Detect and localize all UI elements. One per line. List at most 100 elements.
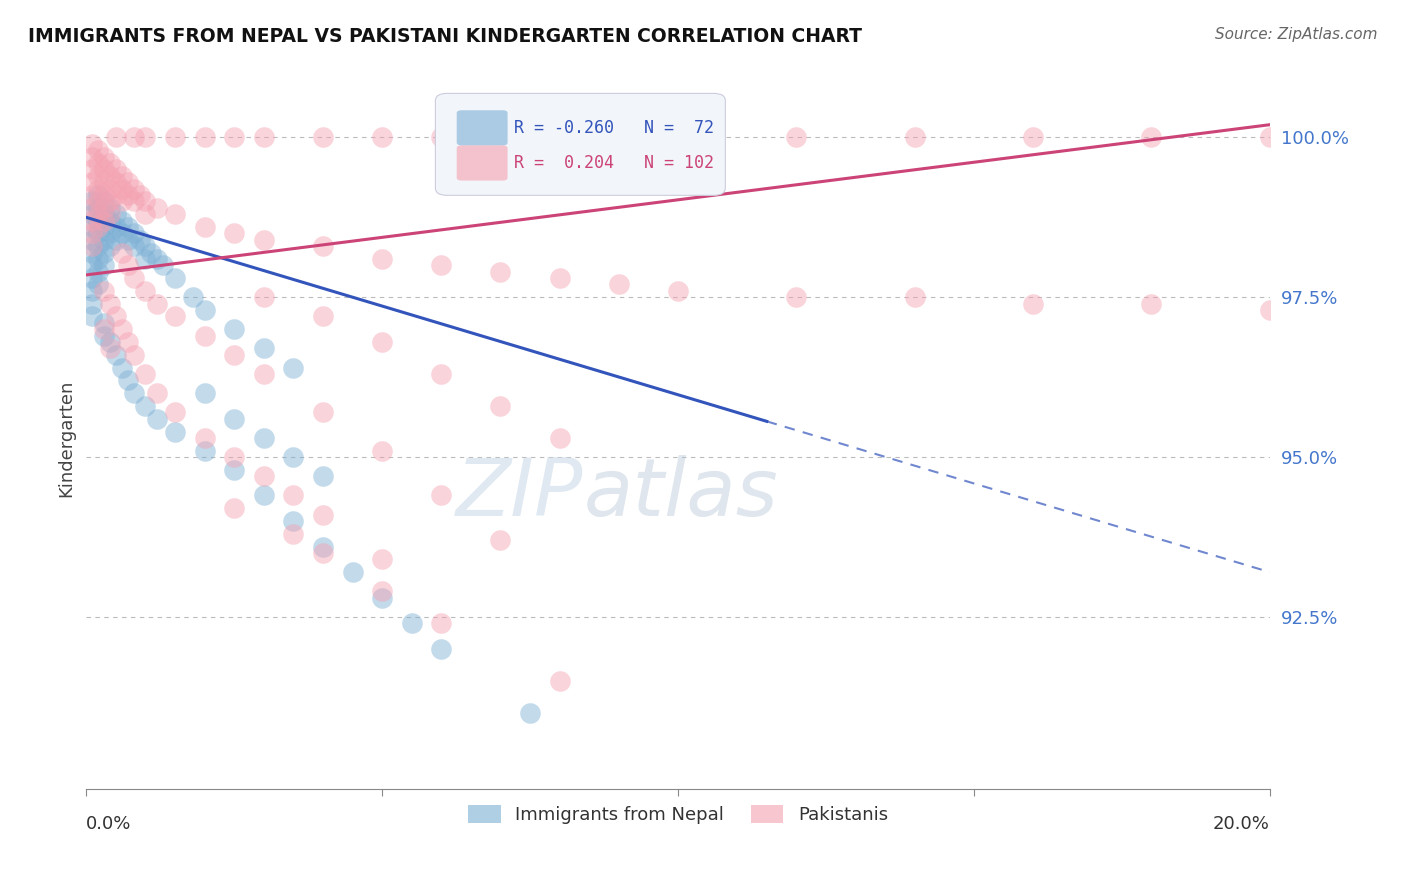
Point (93, 188, 115, 202)
Point (904, 130, 927, 145)
Point (93, 219, 115, 234)
Point (104, 233, 127, 247)
Point (283, 360, 305, 375)
Point (122, 239, 145, 253)
Point (371, 443, 394, 458)
Point (82, 219, 104, 234)
Point (82, 201, 104, 215)
Point (98, 213, 121, 227)
FancyBboxPatch shape (457, 111, 508, 145)
Point (82, 227, 104, 241)
Point (666, 284, 689, 298)
Point (283, 514, 305, 528)
Legend: Immigrants from Nepal, Pakistanis: Immigrants from Nepal, Pakistanis (458, 796, 897, 833)
Point (194, 443, 217, 458)
Point (146, 411, 169, 425)
Point (194, 328, 217, 343)
Point (87, 265, 110, 279)
Point (165, 310, 187, 324)
Point (82, 213, 104, 227)
Point (224, 411, 246, 425)
Point (371, 252, 394, 266)
Point (93, 258, 115, 272)
Point (87, 207, 110, 221)
Text: 0.0%: 0.0% (86, 815, 132, 833)
Point (111, 322, 134, 336)
Point (82, 310, 104, 324)
Point (548, 431, 571, 445)
Point (666, 130, 689, 145)
Point (134, 130, 156, 145)
Point (128, 188, 150, 202)
Point (430, 616, 453, 631)
Point (93, 213, 115, 227)
Point (430, 367, 453, 381)
Point (785, 130, 807, 145)
Point (1258, 303, 1281, 318)
Point (283, 488, 305, 502)
Point (141, 245, 163, 260)
Point (224, 130, 246, 145)
Point (312, 310, 335, 324)
Point (111, 194, 134, 209)
Point (98, 169, 121, 183)
Point (117, 334, 139, 349)
Point (122, 194, 145, 209)
Point (312, 405, 335, 419)
Point (82, 136, 104, 151)
Point (253, 431, 276, 445)
Point (224, 463, 246, 477)
Point (1022, 296, 1045, 310)
Point (87, 188, 110, 202)
Point (104, 162, 127, 177)
Point (93, 150, 115, 164)
Point (134, 284, 156, 298)
Point (146, 252, 169, 266)
Point (253, 130, 276, 145)
Point (519, 706, 541, 720)
Text: R = -0.260   N =  72: R = -0.260 N = 72 (513, 119, 713, 136)
Point (117, 175, 139, 189)
Text: IMMIGRANTS FROM NEPAL VS PAKISTANI KINDERGARTEN CORRELATION CHART: IMMIGRANTS FROM NEPAL VS PAKISTANI KINDE… (28, 27, 862, 45)
Point (98, 334, 121, 349)
Point (98, 201, 121, 215)
Point (117, 188, 139, 202)
Point (82, 233, 104, 247)
Point (104, 188, 127, 202)
Point (165, 405, 187, 419)
Point (93, 328, 115, 343)
Point (104, 207, 127, 221)
Point (165, 207, 187, 221)
Point (82, 175, 104, 189)
Point (548, 271, 571, 285)
Point (1140, 130, 1163, 145)
Point (104, 130, 127, 145)
Point (98, 194, 121, 209)
Point (401, 616, 423, 631)
Point (371, 334, 394, 349)
Point (111, 245, 134, 260)
Point (312, 546, 335, 560)
Point (489, 265, 512, 279)
Point (93, 284, 115, 298)
FancyBboxPatch shape (457, 145, 508, 180)
Point (312, 540, 335, 554)
Point (93, 201, 115, 215)
Point (87, 219, 110, 234)
Point (93, 322, 115, 336)
Point (430, 641, 453, 656)
Point (111, 213, 134, 227)
Point (430, 488, 453, 502)
Point (283, 526, 305, 541)
Point (253, 290, 276, 304)
Point (117, 373, 139, 387)
Point (666, 795, 689, 809)
Point (165, 130, 187, 145)
Point (146, 296, 169, 310)
Point (117, 258, 139, 272)
Point (87, 252, 110, 266)
Point (489, 399, 512, 413)
Point (1258, 130, 1281, 145)
Point (93, 194, 115, 209)
Point (104, 175, 127, 189)
